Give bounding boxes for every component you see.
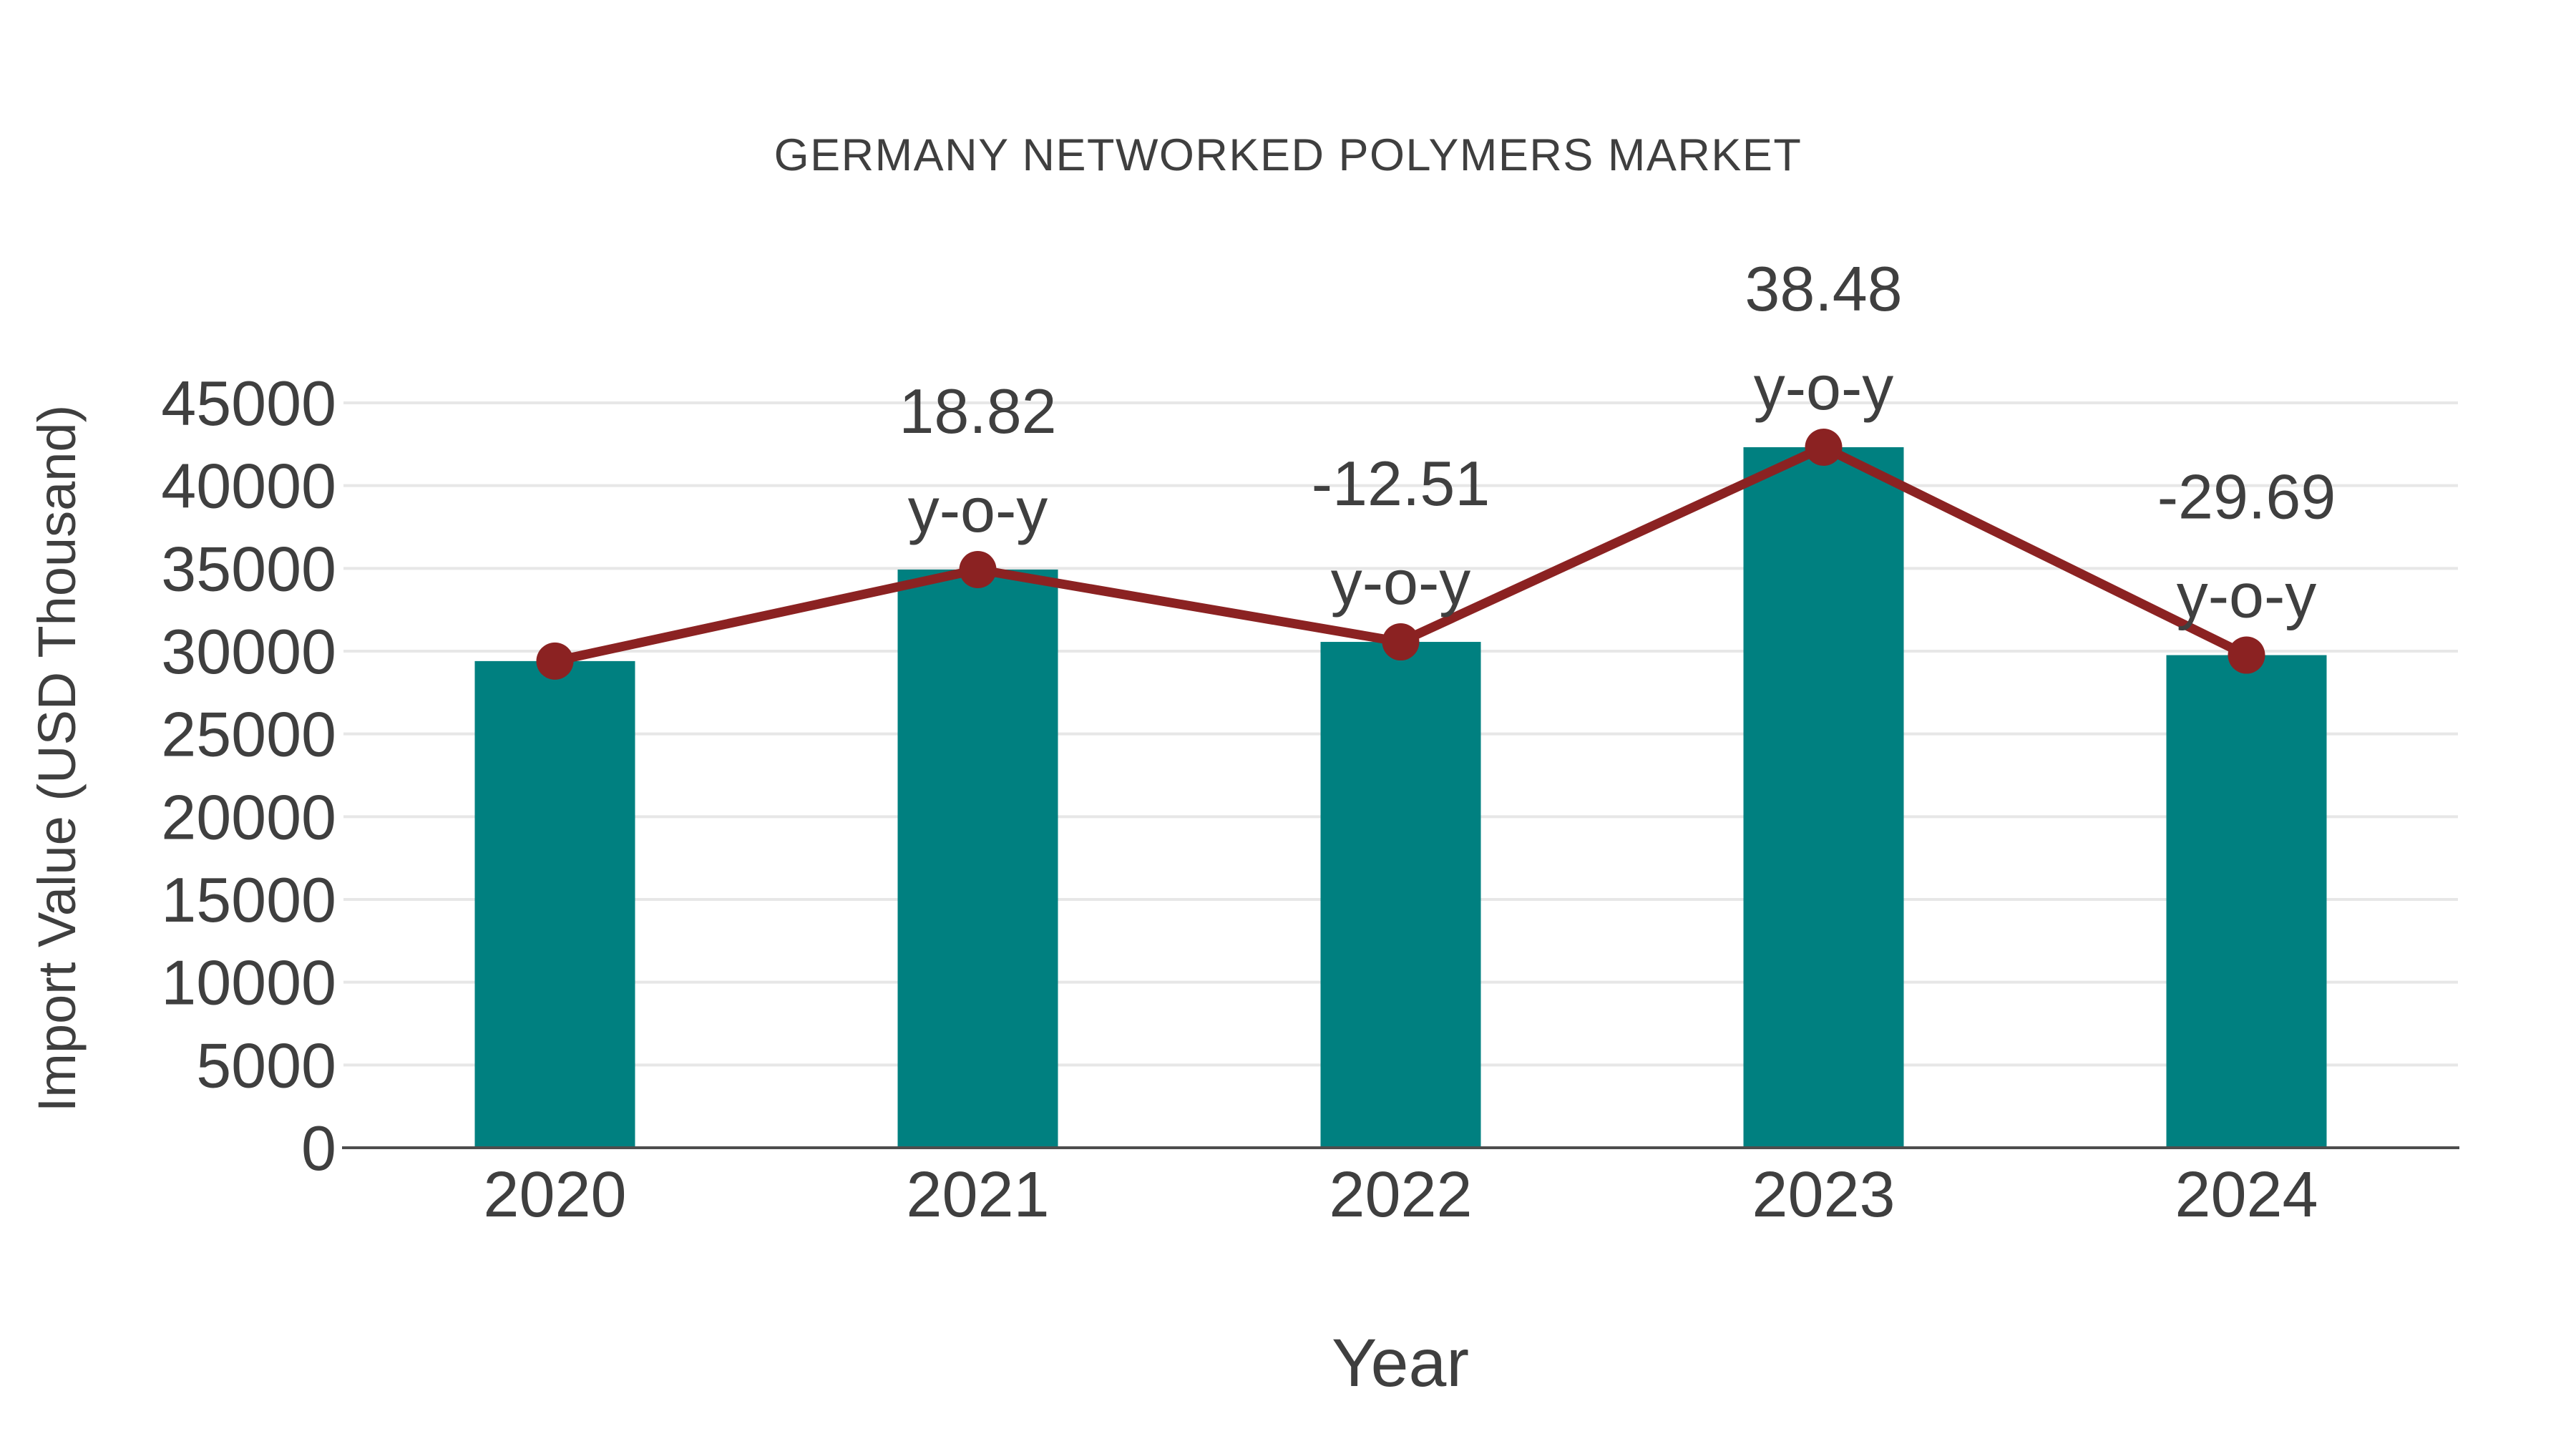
y-axis-tick-labels: 0 5000 10000 15000 20000 25000 30000 35000 40000… [161,368,336,1184]
y-tick-10000: 10000 [161,947,336,1018]
yoy-suffix-2021: y-o-y [908,474,1048,545]
chart-title: GERMANY NETWORKED POLYMERS MARKET [774,130,1802,180]
yoy-data-labels: 18.82 y-o-y -12.51 y-o-y 38.48 y-o-y -29.69 y-o… [899,253,2336,631]
line-marker-2022 [1382,623,1420,661]
yoy-suffix-2024: y-o-y [2177,560,2317,631]
y-tick-15000: 15000 [161,864,336,935]
yoy-line-series [536,428,2265,680]
bar-2020 [474,660,635,1148]
x-axis-title: Year [1332,1325,1469,1401]
line-marker-2024 [2228,636,2265,674]
y-tick-40000: 40000 [161,451,336,522]
yoy-value-2024: -29.69 [2157,462,2336,532]
y-tick-5000: 5000 [196,1030,336,1101]
x-tick-2020: 2020 [483,1159,626,1231]
y-axis-title: Import Value (USD Thousand) [27,405,87,1113]
bar-series [474,447,2327,1148]
line-marker-2021 [959,550,997,588]
bar-2024 [2166,655,2327,1148]
yoy-value-2021: 18.82 [899,376,1056,447]
y-tick-45000: 45000 [161,368,336,439]
y-tick-30000: 30000 [161,616,336,687]
bar-2021 [897,569,1058,1148]
y-tick-35000: 35000 [161,533,336,604]
line-marker-2023 [1805,428,1843,466]
x-tick-2021: 2021 [906,1159,1049,1231]
y-tick-20000: 20000 [161,781,336,852]
y-tick-25000: 25000 [161,699,336,770]
x-tick-2024: 2024 [2175,1159,2318,1231]
yoy-value-2023: 38.48 [1745,253,1902,324]
yoy-suffix-2023: y-o-y [1754,352,1894,423]
x-axis-tick-labels: 2020 2021 2022 2023 2024 [483,1159,2318,1231]
y-tick-0: 0 [301,1113,336,1184]
x-tick-2022: 2022 [1329,1159,1472,1231]
bar-2022 [1320,642,1481,1148]
x-tick-2023: 2023 [1752,1159,1895,1231]
bar-2023 [1743,447,1904,1148]
yoy-suffix-2022: y-o-y [1331,547,1471,618]
line-marker-2020 [536,642,574,680]
yoy-value-2022: -12.51 [1312,448,1491,519]
